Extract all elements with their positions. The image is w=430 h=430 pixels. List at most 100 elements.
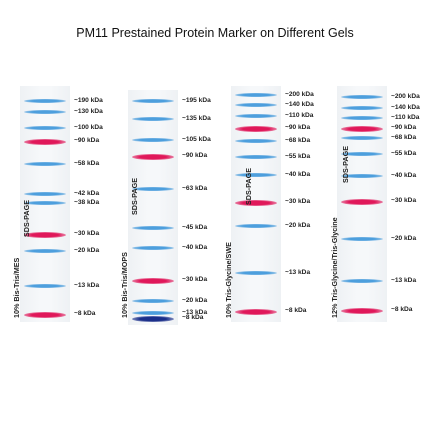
band-size-label: ~105 kDa: [182, 136, 211, 143]
band-size-label: ~68 kDa: [391, 134, 417, 141]
marker-band: [132, 138, 174, 142]
marker-band: [341, 174, 383, 178]
band-size-label: ~20 kDa: [285, 222, 311, 229]
band-size-label: ~13 kDa: [74, 282, 100, 289]
gel-type-label: 12% Tris-Glycine/Tris-Glycine: [330, 217, 339, 318]
band-size-label: ~40 kDa: [391, 172, 417, 179]
marker-band: [132, 278, 174, 284]
band-size-label: ~140 kDa: [285, 101, 314, 108]
band-size-label: ~58 kDa: [74, 160, 100, 167]
gel-type-label: 10% Bis-Tris/MES: [12, 257, 21, 318]
band-size-label: ~130 kDa: [74, 108, 103, 115]
marker-band: [235, 103, 277, 107]
marker-band: [235, 126, 277, 132]
marker-band: [132, 99, 174, 103]
marker-band: [24, 126, 66, 130]
marker-band: [235, 224, 277, 228]
gel-type-label: 10% Bis-Tris/MOPS: [120, 252, 129, 318]
marker-band: [24, 139, 66, 145]
band-size-label: ~30 kDa: [285, 198, 311, 205]
band-size-label: ~55 kDa: [391, 150, 417, 157]
marker-band: [24, 99, 66, 103]
band-size-label: ~110 kDa: [391, 114, 420, 121]
marker-band: [24, 249, 66, 253]
marker-band: [235, 173, 277, 177]
band-size-label: ~195 kDa: [182, 97, 211, 104]
gel-lane-4: [337, 86, 387, 322]
band-size-label: ~38 kDa: [74, 199, 100, 206]
marker-band: [341, 279, 383, 283]
band-size-label: ~30 kDa: [182, 276, 208, 283]
marker-band: [341, 136, 383, 140]
marker-band: [24, 232, 66, 238]
gel-type-label: 10% Tris-Glycine/SWE: [224, 242, 233, 318]
marker-band: [132, 299, 174, 303]
marker-band: [235, 200, 277, 206]
marker-band: [24, 201, 66, 205]
marker-band: [235, 93, 277, 97]
gel-lane-2: [128, 90, 178, 325]
sds-page-label: SDS-PAGE: [341, 145, 350, 183]
band-size-label: ~55 kDa: [285, 153, 311, 160]
marker-band: [341, 308, 383, 314]
band-size-label: ~45 kDa: [182, 224, 208, 231]
band-size-label: ~200 kDa: [285, 91, 314, 98]
marker-band: [341, 95, 383, 99]
marker-band: [235, 271, 277, 275]
band-size-label: ~90 kDa: [285, 124, 311, 131]
band-size-label: ~13 kDa: [285, 269, 311, 276]
band-size-label: ~40 kDa: [182, 244, 208, 251]
band-size-label: ~40 kDa: [285, 171, 311, 178]
band-size-label: ~8 kDa: [285, 307, 307, 314]
sds-page-label: SDS-PAGE: [244, 167, 253, 205]
band-size-label: ~110 kDa: [285, 112, 314, 119]
band-size-label: ~8 kDa: [391, 306, 413, 313]
figure-title: PM11 Prestained Protein Marker on Differ…: [76, 26, 354, 40]
band-size-label: ~200 kDa: [391, 93, 420, 100]
band-size-label: ~13 kDa: [182, 309, 208, 316]
gel-lane-1: [20, 86, 70, 322]
marker-band: [132, 187, 174, 191]
marker-band: [341, 199, 383, 205]
band-size-label: ~42 kDa: [74, 190, 100, 197]
band-size-label: ~90 kDa: [74, 137, 100, 144]
marker-band: [24, 162, 66, 166]
band-size-label: ~68 kDa: [285, 137, 311, 144]
marker-band: [24, 110, 66, 114]
band-size-label: ~20 kDa: [74, 247, 100, 254]
marker-band: [24, 312, 66, 318]
gel-lane-3: [231, 86, 281, 322]
marker-band: [132, 117, 174, 121]
marker-band: [132, 226, 174, 230]
band-size-label: ~13 kDa: [391, 277, 417, 284]
marker-band: [235, 139, 277, 143]
band-size-label: ~30 kDa: [74, 230, 100, 237]
sds-page-label: SDS-PAGE: [130, 177, 139, 215]
marker-band: [341, 116, 383, 120]
marker-band: [341, 152, 383, 156]
marker-band: [24, 192, 66, 196]
marker-band: [235, 309, 277, 315]
marker-band: [132, 316, 174, 322]
band-size-label: ~30 kDa: [391, 197, 417, 204]
band-size-label: ~20 kDa: [182, 297, 208, 304]
band-size-label: ~100 kDa: [74, 124, 103, 131]
band-size-label: ~90 kDa: [182, 152, 208, 159]
marker-band: [132, 154, 174, 160]
marker-band: [132, 246, 174, 250]
marker-band: [132, 311, 174, 315]
band-size-label: ~140 kDa: [391, 104, 420, 111]
sds-page-label: SDS-PAGE: [22, 199, 31, 237]
band-size-label: ~90 kDa: [391, 124, 417, 131]
marker-band: [24, 284, 66, 288]
marker-band: [235, 155, 277, 159]
marker-band: [341, 126, 383, 132]
marker-band: [341, 237, 383, 241]
marker-band: [341, 106, 383, 110]
band-size-label: ~63 kDa: [182, 185, 208, 192]
band-size-label: ~20 kDa: [391, 235, 417, 242]
marker-band: [235, 114, 277, 118]
band-size-label: ~190 kDa: [74, 97, 103, 104]
band-size-label: ~135 kDa: [182, 115, 211, 122]
